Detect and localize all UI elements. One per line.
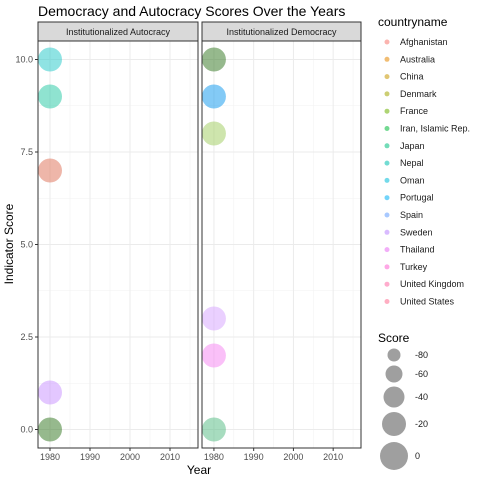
x-tick-label: 2000 bbox=[120, 452, 140, 462]
data-point bbox=[38, 47, 62, 72]
size-legend-key bbox=[382, 412, 406, 436]
legend-score: Score -80 -60 -40 -20 0 bbox=[378, 331, 428, 470]
size-legend-label: -20 bbox=[415, 419, 428, 429]
facet-1-grid bbox=[202, 41, 361, 448]
legend-countries: countryname Afghanistan Australia China Den… bbox=[378, 15, 470, 307]
y-tick-label: 0.0 bbox=[20, 425, 33, 435]
facet-1-border bbox=[201, 40, 362, 449]
legend-label: Oman bbox=[400, 175, 425, 185]
legend-key bbox=[384, 247, 390, 253]
data-point bbox=[201, 343, 226, 368]
legend-label: Turkey bbox=[400, 262, 428, 272]
facet-1: Institutionalized Democracy bbox=[201, 21, 362, 449]
facet-0: Institutionalized Autocracy bbox=[37, 21, 199, 449]
x-axis: 1980 1990 2000 2010 1980 1990 2000 2010 bbox=[40, 448, 343, 462]
legend-label: Japan bbox=[400, 141, 425, 151]
legend-key bbox=[384, 212, 390, 218]
legend-key bbox=[384, 229, 390, 235]
facet-1-points bbox=[201, 47, 226, 442]
legend-label: Denmark bbox=[400, 89, 437, 99]
x-tick-label: 1990 bbox=[80, 452, 100, 462]
legend-key bbox=[384, 74, 390, 80]
data-point bbox=[201, 84, 226, 109]
legend-key bbox=[384, 177, 390, 183]
x-tick-label: 1980 bbox=[40, 452, 60, 462]
legend-label: Portugal bbox=[400, 193, 434, 203]
legend-label: Thailand bbox=[400, 245, 435, 255]
data-point bbox=[201, 417, 226, 442]
size-legend-label: -80 bbox=[415, 350, 428, 360]
legend-label: Spain bbox=[400, 210, 423, 220]
size-legend-key bbox=[385, 365, 403, 383]
legend-key bbox=[384, 195, 390, 201]
facet-1-label: Institutionalized Democracy bbox=[226, 27, 337, 37]
legend-key bbox=[384, 108, 390, 114]
facet-0-points bbox=[38, 47, 62, 442]
legend-key bbox=[384, 126, 390, 131]
x-tick-label: 1990 bbox=[244, 452, 264, 462]
x-axis-label: Year bbox=[187, 463, 211, 477]
data-point bbox=[201, 47, 226, 72]
legend-label: Sweden bbox=[400, 227, 433, 237]
y-tick-label: 2.5 bbox=[20, 332, 33, 342]
legend-key bbox=[384, 56, 390, 62]
data-point bbox=[38, 158, 62, 183]
x-tick-label: 2000 bbox=[283, 452, 303, 462]
data-point bbox=[38, 417, 62, 442]
legend-key bbox=[384, 299, 390, 304]
x-tick-label: 2010 bbox=[323, 452, 343, 462]
legend-key bbox=[384, 160, 390, 166]
size-legend-key bbox=[387, 348, 401, 362]
size-legend-label: -40 bbox=[415, 392, 428, 402]
data-point bbox=[201, 306, 226, 331]
y-tick-label: 5.0 bbox=[20, 240, 33, 250]
legend-label: Nepal bbox=[400, 158, 424, 168]
legend-label: China bbox=[400, 72, 424, 82]
x-tick-label: 1980 bbox=[204, 452, 224, 462]
facet-0-grid bbox=[38, 41, 198, 448]
legend-label: Australia bbox=[400, 54, 435, 64]
facet-0-label: Institutionalized Autocracy bbox=[66, 27, 171, 37]
y-tick-label: 7.5 bbox=[20, 147, 33, 157]
legend-key bbox=[384, 91, 390, 97]
size-legend-key bbox=[383, 386, 405, 408]
y-tick-label: 10.0 bbox=[15, 55, 33, 65]
legend-key bbox=[384, 264, 390, 270]
legend-key bbox=[384, 143, 390, 149]
data-point bbox=[38, 84, 62, 109]
data-point bbox=[201, 121, 226, 146]
x-tick-label: 2010 bbox=[160, 452, 180, 462]
legend-score-title: Score bbox=[378, 331, 410, 345]
data-point bbox=[38, 380, 62, 405]
legend-label: France bbox=[400, 106, 428, 116]
legend-key bbox=[384, 39, 390, 45]
size-legend-label: 0 bbox=[415, 451, 420, 461]
size-legend-label: -60 bbox=[415, 369, 428, 379]
legend-key bbox=[384, 281, 390, 287]
y-axis-label: Indicator Score bbox=[2, 203, 16, 284]
legend-countries-title: countryname bbox=[378, 15, 448, 29]
y-axis: 0.0 2.5 5.0 7.5 10.0 bbox=[15, 55, 38, 435]
legend-label: United States bbox=[400, 297, 455, 307]
legend-label: Afghanistan bbox=[400, 37, 448, 47]
legend-label: Iran, Islamic Rep. bbox=[400, 124, 470, 134]
legend-label: United Kingdom bbox=[400, 279, 464, 289]
size-legend-key bbox=[380, 442, 408, 470]
chart-title: Democracy and Autocracy Scores Over the … bbox=[38, 3, 345, 19]
